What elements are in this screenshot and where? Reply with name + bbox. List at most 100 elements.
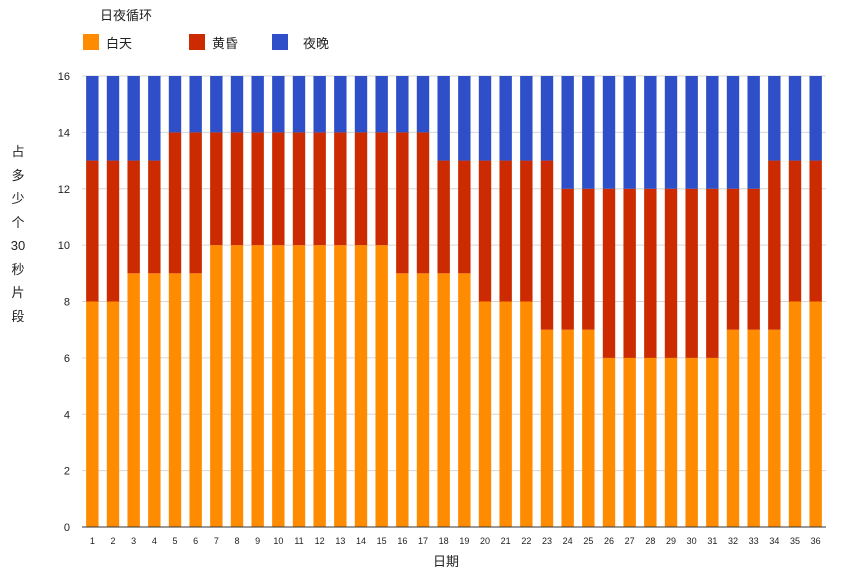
x-tick-label: 31 xyxy=(707,536,717,546)
x-tick-label: 2 xyxy=(110,536,115,546)
bar-segment-day xyxy=(334,245,347,527)
bar-segment-dusk xyxy=(706,188,719,358)
bar-segment-night xyxy=(189,76,202,133)
bar-segment-night xyxy=(623,76,636,189)
x-tick-label: 8 xyxy=(234,536,239,546)
legend-item-night[interactable]: 夜晚 xyxy=(272,33,329,51)
y-tick-label: 2 xyxy=(64,466,70,478)
bar-segment-night xyxy=(685,76,698,189)
bar-segment-day xyxy=(127,273,140,527)
bar-segment-night xyxy=(354,76,368,133)
bar-segment-day xyxy=(292,245,306,527)
x-tick-label: 36 xyxy=(811,536,821,546)
bar-segment-night xyxy=(726,76,740,189)
y-axis-label-char: 段 xyxy=(11,308,25,324)
bar-segment-night xyxy=(86,76,99,161)
y-axis-label-char: 30 xyxy=(10,238,26,253)
y-axis-label-char: 秒 xyxy=(11,261,25,277)
bar-segment-day xyxy=(520,301,533,527)
bar-segment-day xyxy=(458,273,471,527)
x-tick-label: 15 xyxy=(377,536,387,546)
x-tick-label: 14 xyxy=(356,536,366,546)
bar-segment-dusk xyxy=(334,132,347,246)
x-tick-label: 26 xyxy=(604,536,614,546)
bar-segment-night xyxy=(210,76,223,133)
bar-segment-dusk xyxy=(499,160,512,302)
x-tick-label: 27 xyxy=(625,536,635,546)
bar-segment-night xyxy=(396,76,409,133)
y-axis-label: 占 多 少 个 30 秒 片 段 xyxy=(8,140,28,328)
legend-item-day[interactable]: 白天 xyxy=(83,33,132,51)
bar-segment-dusk xyxy=(127,160,140,274)
legend-label-day: 白天 xyxy=(106,35,133,51)
bar-segment-dusk xyxy=(313,132,326,246)
bar-segment-day xyxy=(582,329,595,527)
bar-segment-day xyxy=(437,273,450,527)
bars xyxy=(86,76,822,527)
x-tick-label: 7 xyxy=(214,536,219,546)
bar-segment-day xyxy=(561,329,574,527)
bar-segment-day xyxy=(416,273,430,527)
x-tick-label: 22 xyxy=(521,536,531,546)
bar-segment-dusk xyxy=(623,188,636,358)
x-tick-label: 6 xyxy=(193,536,198,546)
y-tick-label: 12 xyxy=(58,184,70,196)
bar-segment-day xyxy=(809,301,822,527)
bar-segment-night xyxy=(168,76,182,133)
bar-segment-dusk xyxy=(788,160,802,302)
bar-segment-day xyxy=(768,329,781,527)
bar-segment-night xyxy=(747,76,760,189)
x-tick-label: 35 xyxy=(790,536,800,546)
bar-segment-dusk xyxy=(582,188,595,330)
bar-segment-day xyxy=(210,245,223,527)
bar-segment-day xyxy=(251,245,264,527)
y-tick-label: 0 xyxy=(64,522,70,534)
x-tick-label: 13 xyxy=(335,536,345,546)
x-tick-label: 33 xyxy=(749,536,759,546)
bar-segment-dusk xyxy=(148,160,161,274)
x-tick-label: 17 xyxy=(418,536,428,546)
bar-segment-dusk xyxy=(168,132,182,274)
bar-segment-night xyxy=(458,76,471,161)
bar-segment-day xyxy=(313,245,326,527)
bar-segment-night xyxy=(292,76,306,133)
bar-segment-night xyxy=(788,76,802,161)
bar-segment-dusk xyxy=(375,132,388,246)
legend-swatch-dusk xyxy=(189,34,205,50)
y-axis-label-char: 片 xyxy=(11,285,25,300)
bar-segment-dusk xyxy=(437,160,450,274)
bar-segment-day xyxy=(148,273,161,527)
bar-segment-dusk xyxy=(230,132,244,246)
x-tick-label: 21 xyxy=(501,536,511,546)
bar-segment-dusk xyxy=(561,188,574,330)
x-tick-label: 3 xyxy=(131,536,136,546)
y-tick-label: 16 xyxy=(58,71,70,83)
bar-segment-day xyxy=(685,357,698,527)
bar-segment-dusk xyxy=(602,188,616,358)
bar-segment-dusk xyxy=(644,188,657,358)
bar-segment-dusk xyxy=(747,188,760,330)
legend-item-dusk[interactable]: 黄昏 xyxy=(189,33,238,51)
bar-segment-dusk xyxy=(416,132,430,274)
bar-segment-night xyxy=(809,76,822,161)
bar-segment-day xyxy=(747,329,760,527)
bar-segment-day xyxy=(86,301,99,527)
x-tick-label: 1 xyxy=(90,536,95,546)
legend-label-night: 夜晚 xyxy=(303,35,330,51)
y-tick-label: 14 xyxy=(58,127,70,139)
legend-label-dusk: 黄昏 xyxy=(212,35,239,51)
bar-segment-day xyxy=(499,301,512,527)
bar-segment-dusk xyxy=(86,160,99,302)
bar-segment-night xyxy=(437,76,450,161)
legend-title: 日夜循环 xyxy=(100,8,153,23)
y-tick-label: 4 xyxy=(64,409,70,421)
bar-segment-dusk xyxy=(272,132,285,246)
x-tick-label: 12 xyxy=(315,536,325,546)
bar-segment-day xyxy=(478,301,492,527)
bar-segment-night xyxy=(272,76,285,133)
x-tick-label: 23 xyxy=(542,536,552,546)
x-axis-label: 日期 xyxy=(433,554,460,569)
bar-segment-dusk xyxy=(540,160,554,330)
bar-segment-day xyxy=(726,329,740,527)
